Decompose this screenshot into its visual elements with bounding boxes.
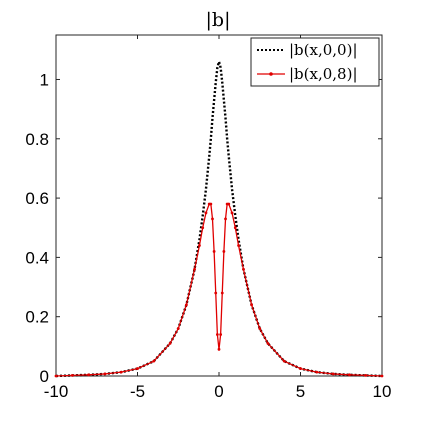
x-tick-label: -10: [44, 382, 69, 401]
y-tick-label: 0.8: [25, 130, 49, 149]
data-point: [214, 291, 218, 295]
data-point: [217, 347, 221, 351]
data-point: [201, 226, 205, 230]
y-tick-label: 0.2: [25, 308, 49, 327]
data-point: [54, 374, 58, 378]
data-point: [136, 367, 139, 370]
data-point: [237, 244, 240, 247]
x-tick-label: -5: [130, 382, 145, 401]
x-axis: -10 -5 0 5 10: [44, 35, 392, 401]
data-point: [315, 370, 319, 374]
data-point: [230, 211, 234, 215]
data-point: [176, 327, 180, 330]
data-point: [211, 217, 214, 221]
data-point: [219, 333, 223, 336]
data-point: [193, 267, 196, 271]
data-point: [168, 341, 172, 345]
data-point: [266, 341, 270, 345]
data-point: [258, 327, 262, 330]
data-point: [364, 374, 368, 377]
legend-box: [250, 37, 380, 87]
data-point: [87, 373, 90, 377]
y-tick-label: 0: [40, 367, 49, 386]
x-tick-label: 0: [214, 382, 223, 401]
data-point: [198, 244, 201, 247]
data-point: [103, 372, 107, 376]
plot-area: [55, 34, 383, 377]
data-point: [70, 374, 74, 377]
data-point: [233, 226, 237, 230]
data-point: [250, 303, 254, 307]
series-layer: [54, 57, 384, 378]
y-axis: 0 0.2 0.4 0.6 0.8 1: [25, 70, 382, 386]
legend-label-series-1: |b(x,0,0)|: [289, 41, 358, 59]
data-point: [220, 291, 224, 295]
x-tick-label: 5: [296, 382, 305, 401]
data-point: [331, 372, 335, 376]
legend-label-series-2: |b(x,0,8)|: [289, 65, 358, 83]
data-point: [212, 250, 216, 253]
data-point: [227, 202, 231, 206]
data-point: [282, 359, 286, 363]
data-point: [209, 202, 213, 206]
data-point: [152, 359, 156, 363]
data-point: [204, 211, 208, 215]
x-tick-label: 10: [373, 382, 392, 401]
legend: |b(x,0,0)| |b(x,0,8)|: [250, 37, 380, 87]
data-point: [224, 217, 227, 221]
data-point: [348, 373, 351, 377]
y-tick-label: 0.6: [25, 189, 49, 208]
data-point: [242, 267, 245, 271]
y-tick-label: 1: [40, 70, 49, 89]
data-point: [119, 370, 123, 374]
data-point: [222, 250, 226, 253]
chart-title: |b|: [206, 9, 231, 31]
data-point: [185, 303, 188, 307]
data-point: [380, 374, 384, 378]
data-point: [299, 367, 302, 370]
data-point: [215, 333, 219, 336]
legend-marker-series-2: [269, 72, 273, 76]
y-tick-label: 0.4: [25, 248, 49, 267]
